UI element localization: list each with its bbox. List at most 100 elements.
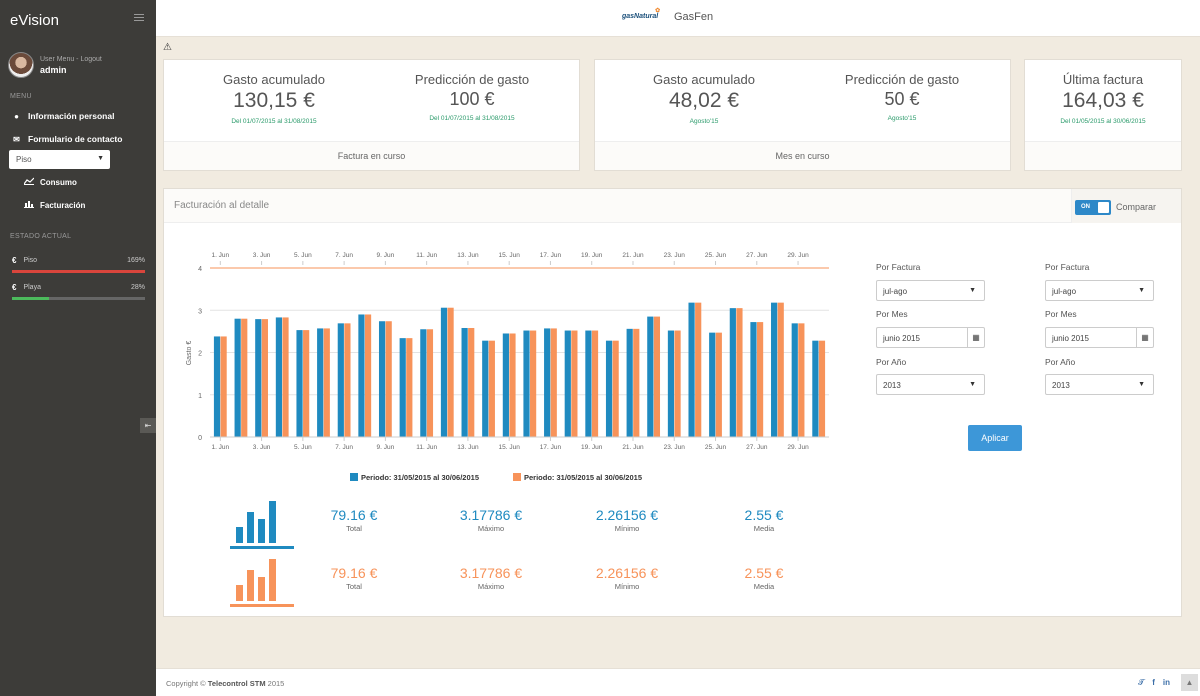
panel-title: Facturación al detalle [174,200,270,211]
twitter-icon[interactable]: 𝓣 [1138,678,1145,687]
compare-toggle[interactable]: ON [1075,200,1111,215]
calendar-icon[interactable]: ▦ [967,328,984,347]
bar-orange [653,316,661,437]
x-tick-label-top: 27. Jun [746,252,768,259]
mes-date-1[interactable]: junio 2015 ▦ [876,327,985,348]
factura-select-value: jul-ago [883,287,908,296]
caret-down-icon: ▼ [1138,287,1145,294]
x-tick-label: 7. Jun [335,444,353,451]
calendar-icon[interactable]: ▦ [1136,328,1153,347]
sidebar-item-label: Información personal [28,111,115,121]
por-mes-label: Por Mes [1045,309,1077,319]
kpi-value: 48,02 € [668,89,740,112]
summary-value: 2.26156 € [595,565,659,581]
detail-panel: Facturación al detalle ON Comparar 0 1 2 3 4… [163,188,1182,617]
facebook-icon[interactable]: f [1152,678,1155,687]
bar-blue [317,328,324,437]
bar-orange [612,340,619,437]
anio-select-1[interactable]: 2013 ▼ [876,374,985,395]
bar-blue [771,302,778,437]
apply-button[interactable]: Aplicar [968,425,1022,451]
summary-label: Media [753,524,775,533]
por-anio-label: Por Año [876,357,907,367]
bar-blue [709,332,716,437]
sidebar-item-facturacion[interactable]: Facturación [24,200,85,210]
euro-icon: € [12,283,17,292]
summary-media: 2.55 € Media [704,565,824,591]
x-tick-label: 17. Jun [540,444,562,451]
bar-orange [468,327,475,437]
x-tick-label: 27. Jun [746,444,768,451]
legend-entry: Periodo: 31/05/2015 al 30/06/2015 [524,473,642,482]
summary-label: Media [753,582,775,591]
factura-select-1[interactable]: jul-ago ▼ [876,280,985,301]
bar-orange [674,330,681,437]
summary-value: 79.16 € [330,507,378,523]
kpi-prediccion-gasto: Predicción de gasto 100 € Del 01/07/2015… [392,72,552,122]
kpi-value: 130,15 € [233,89,315,112]
collapse-sidebar-icon[interactable]: ⇤ [140,418,156,433]
user-menu-link[interactable]: User Menu - Logout [40,55,102,63]
kpi-date: Del 01/05/2015 al 30/06/2015 [1060,118,1146,125]
caret-down-icon: ▼ [1138,381,1145,388]
card-factura-en-curso: Gasto acumulado 130,15 € Del 01/07/2015 … [163,59,580,171]
property-select[interactable]: Piso ▼ [9,150,110,169]
bar-blue [482,340,489,437]
avatar[interactable] [8,52,34,78]
company-link[interactable]: Telecontrol STM [207,679,266,688]
bar-blue [523,330,530,437]
y-tick-label: 2 [198,351,202,358]
x-tick-label: 5. Jun [294,444,312,451]
bar-blue [564,330,571,437]
x-tick-label-top: 15. Jun [499,252,521,259]
summary-minimo: 2.26156 € Mínimo [567,565,687,591]
kpi-ultima-factura: Última factura 164,03 € Del 01/05/2015 a… [1025,72,1181,125]
scroll-top-icon[interactable]: ▲ [1181,674,1198,691]
summary-value: 3.17786 € [459,565,523,581]
bar-orange [323,328,330,437]
legend-entry: Periodo: 31/05/2015 al 30/06/2015 [361,473,479,482]
bar-chart-icon [24,200,34,210]
bar-orange [715,332,722,437]
bar-orange [447,307,454,437]
sidebar-item-informacion-personal[interactable]: ● Información personal [12,111,114,121]
sidebar-item-label: Consumo [40,177,77,187]
caret-down-icon: ▼ [969,381,976,388]
x-tick-label-top: 25. Jun [705,252,727,259]
copyright-year: 2015 [265,679,285,688]
por-factura-label: Por Factura [876,262,921,272]
anio-select-2[interactable]: 2013 ▼ [1045,374,1154,395]
bar-orange [550,328,557,437]
linkedin-icon[interactable]: in [1162,678,1170,687]
factura-select-2[interactable]: jul-ago ▼ [1045,280,1154,301]
bar-blue [688,302,695,437]
bar-orange [591,330,599,437]
hamburger-icon[interactable] [134,14,144,23]
summary-label: Total [346,524,362,533]
bar-orange [406,338,413,437]
app-name: GasFen [674,11,714,23]
bar-blue [213,336,221,437]
summary-value: 2.26156 € [595,507,659,523]
x-tick-label-top: 11. Jun [416,252,437,259]
bar-blue [275,317,283,437]
x-tick-label-top: 3. Jun [253,252,271,259]
bar-blue [626,328,633,437]
x-tick-label-top: 5. Jun [294,252,312,259]
kpi-title: Gasto acumulado [653,72,755,87]
kpi-date: Agosto'15 [887,115,917,122]
status-piso: € Piso 169% [12,256,145,273]
mes-date-2[interactable]: junio 2015 ▦ [1045,327,1154,348]
sidebar-item-consumo[interactable]: Consumo [23,177,77,187]
bar-blue [544,328,551,437]
bar-blue [399,338,406,437]
sidebar-item-formulario-contacto[interactable]: ✉ Formulario de contacto [12,134,122,144]
x-tick-label-top: 29. Jun [787,252,809,259]
x-tick-label-top: 1. Jun [211,252,229,259]
card-footer: Mes en curso [595,141,1010,170]
warning-icon[interactable]: ⚠ [163,42,172,53]
blue-bar-chart-icon [230,501,294,549]
panel-header: Facturación al detalle ON Comparar [164,189,1181,223]
summary-label: Máximo [477,524,505,533]
por-anio-label: Por Año [1045,357,1076,367]
